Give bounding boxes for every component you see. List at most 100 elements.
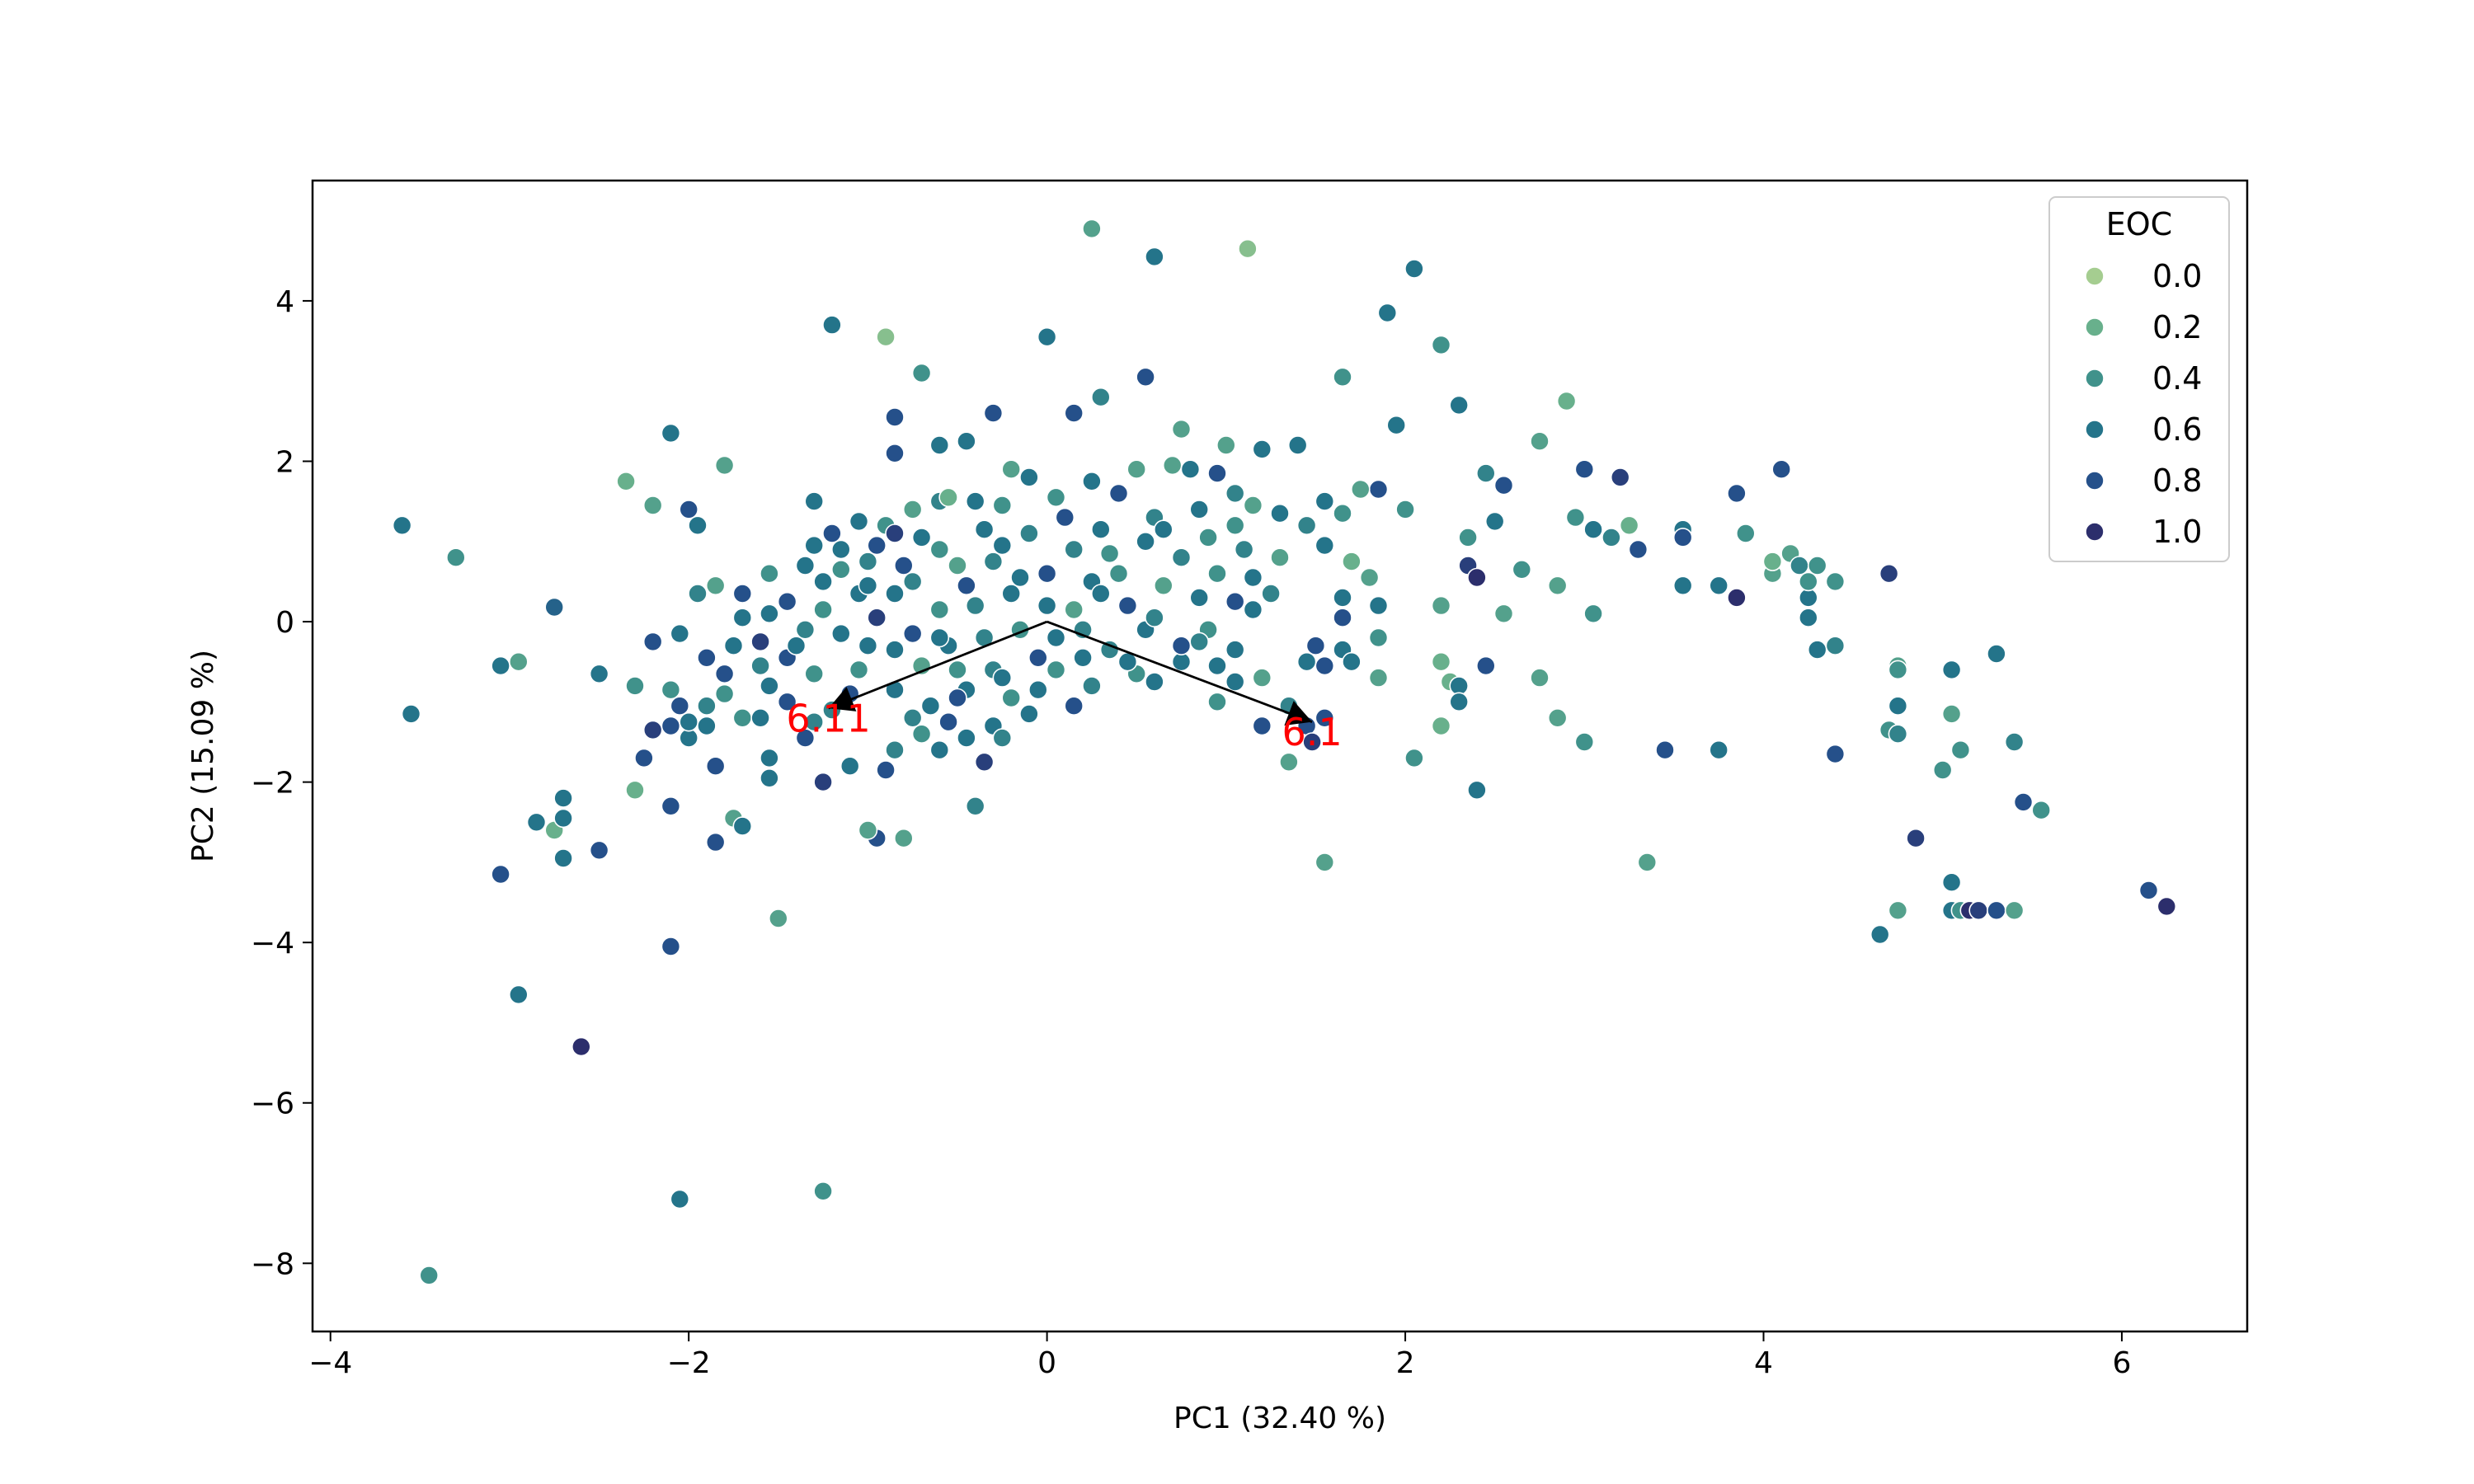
scatter-point	[1064, 403, 1084, 423]
scatter-point	[705, 832, 726, 852]
scatter-point	[983, 552, 1004, 571]
scatter-point	[1368, 479, 1389, 500]
scatter-point	[1493, 475, 1514, 495]
scatter-point	[679, 711, 699, 732]
y-tick-label: 0	[275, 606, 294, 640]
scatter-point	[1351, 479, 1371, 500]
scatter-point	[1315, 491, 1335, 511]
scatter-point	[1493, 603, 1514, 624]
scatter-point	[1530, 431, 1550, 452]
scatter-point	[526, 812, 547, 833]
loading-label: 6.1	[1282, 710, 1343, 754]
scatter-point	[760, 676, 779, 696]
scatter-point	[705, 756, 726, 777]
scatter-point	[732, 584, 753, 603]
scatter-point	[1171, 636, 1192, 656]
scatter-point	[1888, 660, 1908, 680]
scatter-point	[508, 651, 529, 672]
scatter-point	[1001, 688, 1021, 708]
scatter-point	[634, 748, 654, 768]
scatter-point	[1512, 559, 1532, 580]
scatter-point	[1302, 732, 1322, 752]
scatter-point	[1073, 647, 1093, 668]
x-tick-label: 2	[1396, 1346, 1415, 1380]
scatter-point	[1243, 567, 1263, 588]
scatter-point	[1359, 567, 1380, 588]
scatter-point	[1001, 459, 1021, 480]
scatter-point	[1091, 387, 1111, 407]
scatter-point	[1825, 571, 1846, 592]
scatter-point	[642, 495, 663, 515]
scatter-point	[1207, 692, 1227, 712]
scatter-point	[553, 788, 573, 808]
scatter-point	[795, 556, 816, 575]
legend-label: 0.8	[2152, 463, 2202, 499]
scatter-point	[804, 491, 825, 511]
scatter-point	[1467, 567, 1487, 588]
scatter-point	[858, 552, 878, 571]
scatter-point	[1252, 439, 1272, 459]
loading-arrow-head	[1284, 701, 1313, 726]
scatter-point	[957, 728, 976, 748]
scatter-point	[723, 636, 744, 656]
scatter-point	[553, 848, 573, 868]
scatter-point	[2157, 896, 2177, 917]
loading-arrow-line	[1047, 620, 1313, 723]
scatter-point	[1547, 707, 1568, 728]
scatter-point	[894, 828, 914, 848]
scatter-point	[2031, 800, 2051, 820]
scatter-point	[1028, 679, 1048, 700]
scatter-point	[929, 627, 950, 648]
scatter-point	[1189, 632, 1209, 652]
scatter-point	[661, 423, 681, 444]
scatter-point	[1610, 467, 1630, 487]
scatter-point	[1736, 524, 1756, 543]
scatter-point	[392, 515, 412, 536]
x-tick-label: −4	[308, 1346, 352, 1380]
scatter-point	[1583, 519, 1603, 540]
scatter-point	[1333, 608, 1352, 628]
scatter-point	[849, 660, 869, 680]
scatter-point	[902, 571, 923, 592]
scatter-point	[948, 556, 967, 575]
scatter-point	[760, 563, 779, 584]
plot-frame	[311, 179, 2249, 1333]
scatter-point	[965, 595, 985, 616]
scatter-point	[957, 575, 976, 596]
scatter-point	[1189, 588, 1209, 608]
scatter-point	[401, 704, 421, 724]
scatter-point	[750, 707, 770, 728]
scatter-point	[688, 584, 708, 603]
scatter-point	[705, 575, 726, 596]
scatter-point	[760, 748, 779, 768]
scatter-point	[1602, 528, 1621, 547]
scatter-point	[661, 679, 681, 700]
scatter-point	[983, 403, 1004, 423]
legend-marker	[2085, 420, 2105, 439]
scatter-point	[938, 487, 958, 508]
scatter-point	[902, 623, 923, 644]
scatter-point	[1001, 584, 1021, 603]
scatter-point	[911, 363, 932, 383]
scatter-point	[1619, 515, 1639, 536]
y-tick-label: −4	[251, 927, 294, 960]
scatter-point	[670, 696, 690, 716]
scatter-point	[1727, 483, 1747, 504]
scatter-point	[1046, 487, 1066, 508]
scatter-point	[1556, 391, 1577, 411]
legend-label: 1.0	[2152, 514, 2202, 550]
scatter-point	[948, 660, 967, 680]
scatter-point	[974, 519, 995, 540]
scatter-point	[1574, 459, 1595, 480]
scatter-point	[1941, 704, 1962, 724]
scatter-point	[760, 768, 779, 788]
scatter-point	[1261, 584, 1281, 603]
scatter-point	[1583, 603, 1603, 624]
scatter-point	[929, 599, 950, 620]
scatter-point	[697, 716, 717, 736]
x-tick-label: 4	[1754, 1346, 1773, 1380]
scatter-point	[1637, 852, 1658, 872]
scatter-point	[1404, 259, 1424, 279]
scatter-point	[1055, 507, 1075, 528]
scatter-point	[804, 664, 825, 684]
